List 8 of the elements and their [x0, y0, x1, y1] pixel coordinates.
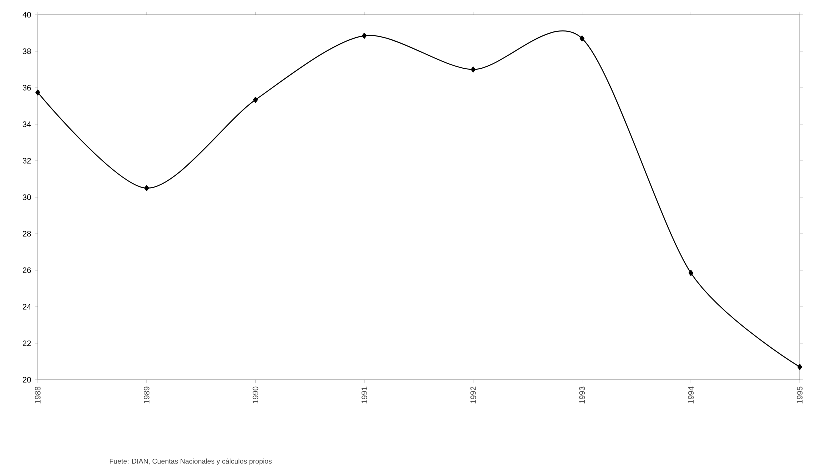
point	[362, 32, 367, 39]
point	[36, 90, 40, 96]
point	[144, 185, 150, 192]
point	[580, 36, 585, 42]
point	[798, 364, 802, 370]
point	[471, 66, 476, 73]
point	[688, 270, 694, 276]
point	[253, 97, 258, 104]
